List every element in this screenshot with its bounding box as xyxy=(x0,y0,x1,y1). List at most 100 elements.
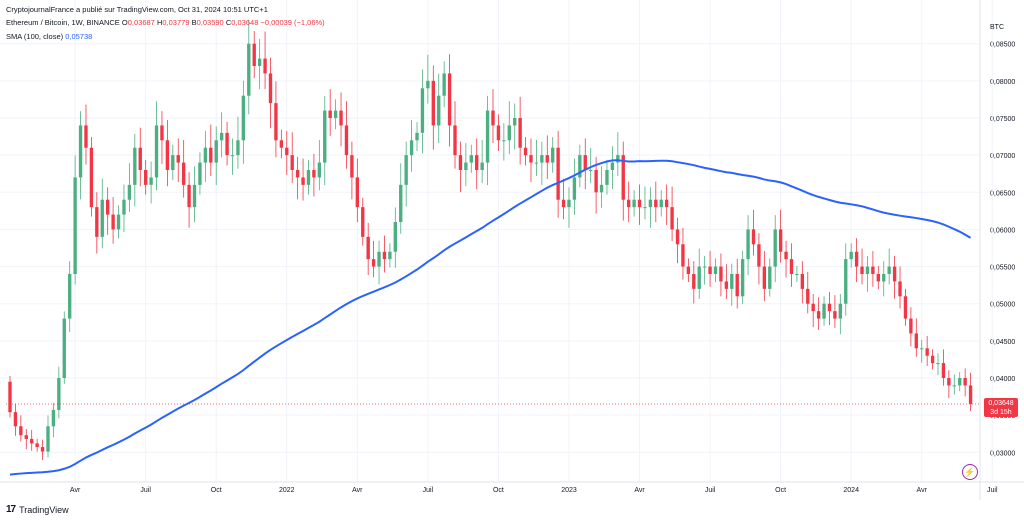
y-tick-label: 0,04500 xyxy=(990,339,1015,346)
candle-body xyxy=(350,155,354,178)
candle-body xyxy=(176,155,180,163)
sma-line xyxy=(9,159,972,476)
x-tick-label: Juil xyxy=(140,487,151,494)
x-tick-label: Juil xyxy=(423,487,434,494)
candle-body xyxy=(301,177,305,185)
candle-body xyxy=(361,207,365,237)
x-tick-label: Oct xyxy=(211,487,222,494)
candle-body xyxy=(892,266,897,282)
candle-body xyxy=(268,73,273,104)
candle-body xyxy=(648,199,653,208)
candle-body xyxy=(279,140,284,148)
candle-body xyxy=(589,170,593,171)
candle-body xyxy=(947,378,951,386)
candle-body xyxy=(502,140,506,142)
candle-body xyxy=(295,170,300,178)
candle-body xyxy=(366,236,370,260)
candle-body xyxy=(762,266,767,289)
candle-body xyxy=(681,244,685,267)
candle-body xyxy=(773,229,777,267)
price-tag-countdown: 3d 15h xyxy=(990,409,1012,416)
candle-body xyxy=(719,266,723,282)
candle-body xyxy=(203,147,208,163)
price-tag-value: 0,03648 xyxy=(988,400,1013,407)
candle-body xyxy=(57,378,61,410)
candle-body xyxy=(247,43,251,96)
y-tick-label: 0,06500 xyxy=(990,190,1015,197)
candle-body xyxy=(849,251,853,260)
candle-body xyxy=(740,259,745,297)
candle-body xyxy=(865,266,870,274)
candle-body xyxy=(426,80,430,89)
candle-body xyxy=(583,155,587,170)
ohlc-change: −0,00039 (−1,06%) xyxy=(260,18,325,27)
y-tick-label: 0,08000 xyxy=(990,79,1015,86)
candle-body xyxy=(605,170,609,185)
x-tick-label: Avr xyxy=(634,487,645,494)
ohlc-close: C0,03648 xyxy=(225,18,259,27)
candle-body xyxy=(344,125,349,156)
ohlc-low: B0,03590 xyxy=(191,18,224,27)
candle-body xyxy=(643,207,647,209)
candle-body xyxy=(768,266,772,289)
candle-body xyxy=(513,118,517,126)
candle-body xyxy=(941,363,946,378)
candle-body xyxy=(127,184,132,200)
candle-body xyxy=(382,251,387,260)
candle-body xyxy=(24,435,28,439)
candle-body xyxy=(898,281,902,297)
candle-body xyxy=(730,274,734,289)
candle-body xyxy=(198,162,202,185)
x-tick-label: Oct xyxy=(493,487,504,494)
x-tick-label: Juil xyxy=(705,487,716,494)
candle-body xyxy=(789,259,794,274)
candle-body xyxy=(339,110,343,126)
sma-legend[interactable]: SMA (100, close) 0,05738 xyxy=(6,32,92,41)
candle-body xyxy=(89,147,94,208)
candle-body xyxy=(431,80,435,126)
x-tick-label: Oct xyxy=(775,487,786,494)
x-tick-label: Avr xyxy=(352,487,363,494)
candle-body xyxy=(171,155,175,170)
candle-body xyxy=(274,103,278,141)
candle-body xyxy=(133,147,137,185)
currency-label: BTC xyxy=(990,24,1004,31)
candle-body xyxy=(62,318,66,378)
candle-body xyxy=(844,259,848,304)
candle-body xyxy=(453,125,457,156)
candle-body xyxy=(920,348,924,350)
candle-body xyxy=(930,355,935,364)
candle-body xyxy=(561,199,566,208)
candle-body xyxy=(138,147,142,170)
candle-body xyxy=(68,274,72,319)
candle-body xyxy=(46,426,50,452)
candle-body xyxy=(475,155,479,170)
candle-body xyxy=(116,214,121,230)
ohlc-high: H0,03779 xyxy=(156,18,190,27)
candle-body xyxy=(19,426,23,436)
candle-body xyxy=(534,162,539,164)
candle-body xyxy=(670,207,674,230)
candle-body xyxy=(876,274,880,282)
sma-value: 0,05738 xyxy=(65,32,93,41)
candle-body xyxy=(958,378,962,386)
candle-body xyxy=(914,333,918,349)
candle-body xyxy=(567,199,571,208)
candle-body xyxy=(540,155,544,163)
candle-body xyxy=(317,162,322,178)
candle-body xyxy=(778,229,783,252)
lightning-icon[interactable]: ⚡ xyxy=(962,464,978,480)
candle-body xyxy=(480,162,484,170)
candle-body xyxy=(40,447,45,452)
tradingview-footer[interactable]: 17 TradingView xyxy=(6,504,69,515)
candle-body xyxy=(252,43,256,66)
candle-body xyxy=(523,147,528,156)
candle-body xyxy=(626,199,631,208)
candle-body xyxy=(882,274,886,282)
candle-body xyxy=(692,274,696,289)
y-tick-label: 0,07500 xyxy=(990,116,1015,123)
candle-body xyxy=(230,155,235,157)
symbol-name[interactable]: Ethereum / Bitcoin, 1W, BINANCE xyxy=(6,18,120,27)
candle-body xyxy=(621,155,625,200)
